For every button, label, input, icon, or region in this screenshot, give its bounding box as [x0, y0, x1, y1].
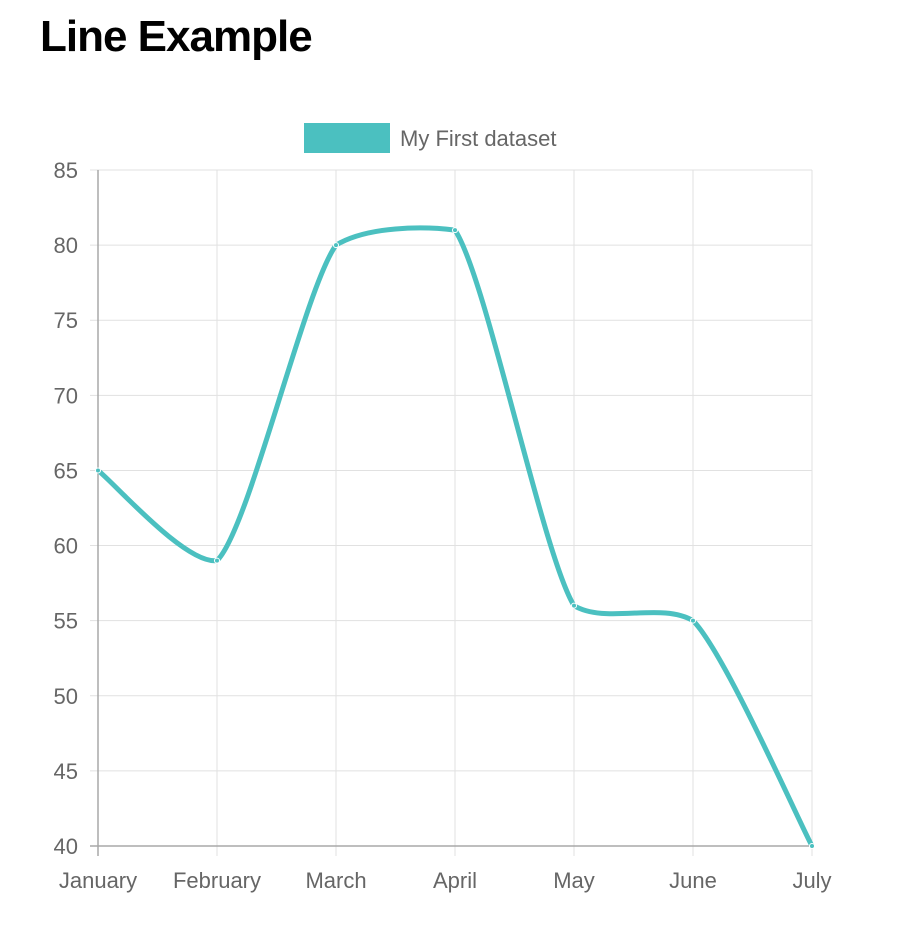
data-point: [571, 602, 577, 609]
x-tick-label: July: [792, 868, 831, 893]
data-point: [452, 227, 458, 234]
data-point: [333, 242, 339, 249]
data-point: [690, 617, 696, 624]
legend-label: My First dataset: [400, 126, 556, 151]
grid-lines: [90, 169, 813, 856]
y-axis-ticks: 40 45 50 55 60 65 70 75 80 85: [54, 158, 78, 859]
legend-swatch: [304, 123, 390, 153]
y-tick-label: 75: [54, 308, 78, 333]
data-point: [95, 467, 101, 474]
series-lines: [95, 225, 815, 849]
y-tick-label: 85: [54, 158, 78, 183]
x-tick-label: January: [59, 868, 137, 893]
x-axis-ticks: January February March April May June July: [59, 868, 832, 893]
y-tick-label: 55: [54, 609, 78, 634]
y-tick-label: 80: [54, 233, 78, 258]
x-tick-label: March: [305, 868, 366, 893]
x-tick-label: May: [553, 868, 595, 893]
y-tick-label: 45: [54, 759, 78, 784]
y-tick-label: 40: [54, 834, 78, 859]
page-title: Line Example: [40, 12, 313, 61]
y-tick-label: 60: [54, 534, 78, 559]
axes: [90, 170, 812, 856]
x-tick-label: April: [433, 868, 477, 893]
y-tick-label: 50: [54, 684, 78, 709]
x-tick-label: June: [669, 868, 717, 893]
y-tick-label: 65: [54, 458, 78, 483]
series-line: [95, 225, 815, 849]
data-point: [214, 557, 220, 564]
x-tick-label: February: [173, 868, 261, 893]
legend: My First dataset: [304, 123, 556, 153]
data-point: [809, 843, 815, 849]
y-tick-label: 70: [54, 383, 78, 408]
